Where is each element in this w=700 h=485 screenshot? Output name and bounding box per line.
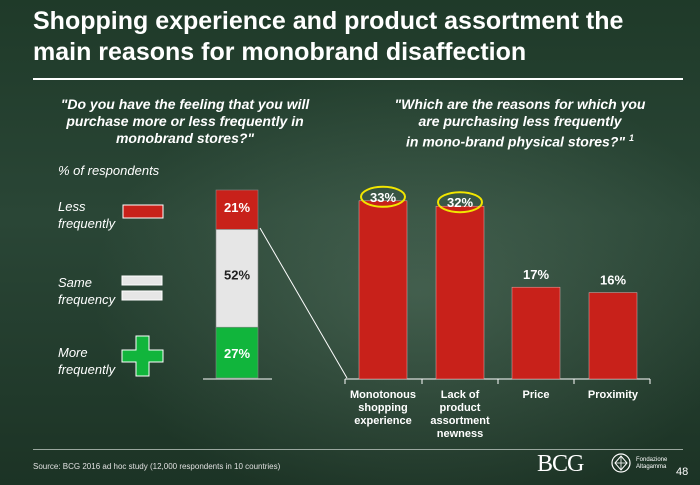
category-label-1-1: product (440, 402, 481, 414)
title-divider (33, 78, 683, 80)
bcg-logo: BCG (537, 451, 584, 477)
category-label-1-0: Lack of (441, 389, 480, 401)
bar-3 (588, 292, 638, 380)
altagamma-logo-text: Fondazione Altagamma (636, 457, 667, 471)
category-label-3-0: Proximity (588, 389, 639, 401)
question-left: "Do you have the feeling that you will p… (60, 96, 310, 146)
legend-label-same: Same frequency (58, 275, 116, 307)
bar-1 (435, 205, 485, 380)
bar-value-label-2: 17% (523, 267, 549, 282)
altagamma-line2: Altagamma (636, 464, 667, 470)
stacked-bar-chart: 21% 52% 27% (203, 189, 272, 380)
stack-label-0: 21% (224, 200, 250, 215)
minus-icon (122, 204, 164, 219)
category-label-2-0: Price (523, 389, 550, 401)
stack-segment-0 (215, 189, 259, 230)
footnote-marker: 1 (628, 133, 634, 143)
stack-segment-1 (215, 229, 259, 328)
connector-line (259, 227, 348, 379)
page-title: Shopping experience and product assortme… (33, 7, 624, 66)
altagamma-line1: Fondazione (636, 457, 668, 463)
altagamma-logo-icon (611, 453, 631, 473)
plus-icon (121, 335, 164, 377)
bar-value-label-0: 33% (370, 190, 396, 205)
stack-label-2: 27% (224, 346, 250, 361)
stack-label-1: 52% (224, 267, 250, 282)
category-label-0-0: Monotonous (350, 389, 416, 401)
category-label-1-2: assortment (430, 415, 490, 427)
question-right-line1: "Which are the reasons for which you (394, 96, 646, 112)
source-note: Source: BCG 2016 ad hoc study (12,000 re… (33, 462, 281, 471)
unit-label: % of respondents (58, 163, 160, 178)
category-label-0-1: shopping (358, 402, 408, 414)
bar-value-label-3: 16% (600, 273, 626, 288)
page-number: 48 (676, 466, 689, 478)
question-right: "Which are the reasons for which you are… (355, 96, 685, 151)
footer-divider (33, 449, 683, 450)
equals-icon (121, 275, 163, 301)
question-right-line2: are purchasing less frequently (418, 113, 622, 129)
legend-label-more: More frequently (58, 345, 116, 377)
stack-segment-2 (215, 326, 259, 379)
bar-value-label-1: 32% (447, 195, 473, 210)
bar-2 (511, 286, 561, 380)
highlight-ellipse-1 (437, 191, 483, 214)
bar-0 (358, 200, 408, 380)
category-label-1-3: newness (437, 428, 483, 440)
question-right-line3: in mono-brand physical stores?" (406, 133, 626, 150)
highlight-ellipse-0 (360, 185, 406, 208)
legend-label-less: Less frequently (58, 199, 116, 231)
category-label-0-2: experience (354, 415, 411, 427)
